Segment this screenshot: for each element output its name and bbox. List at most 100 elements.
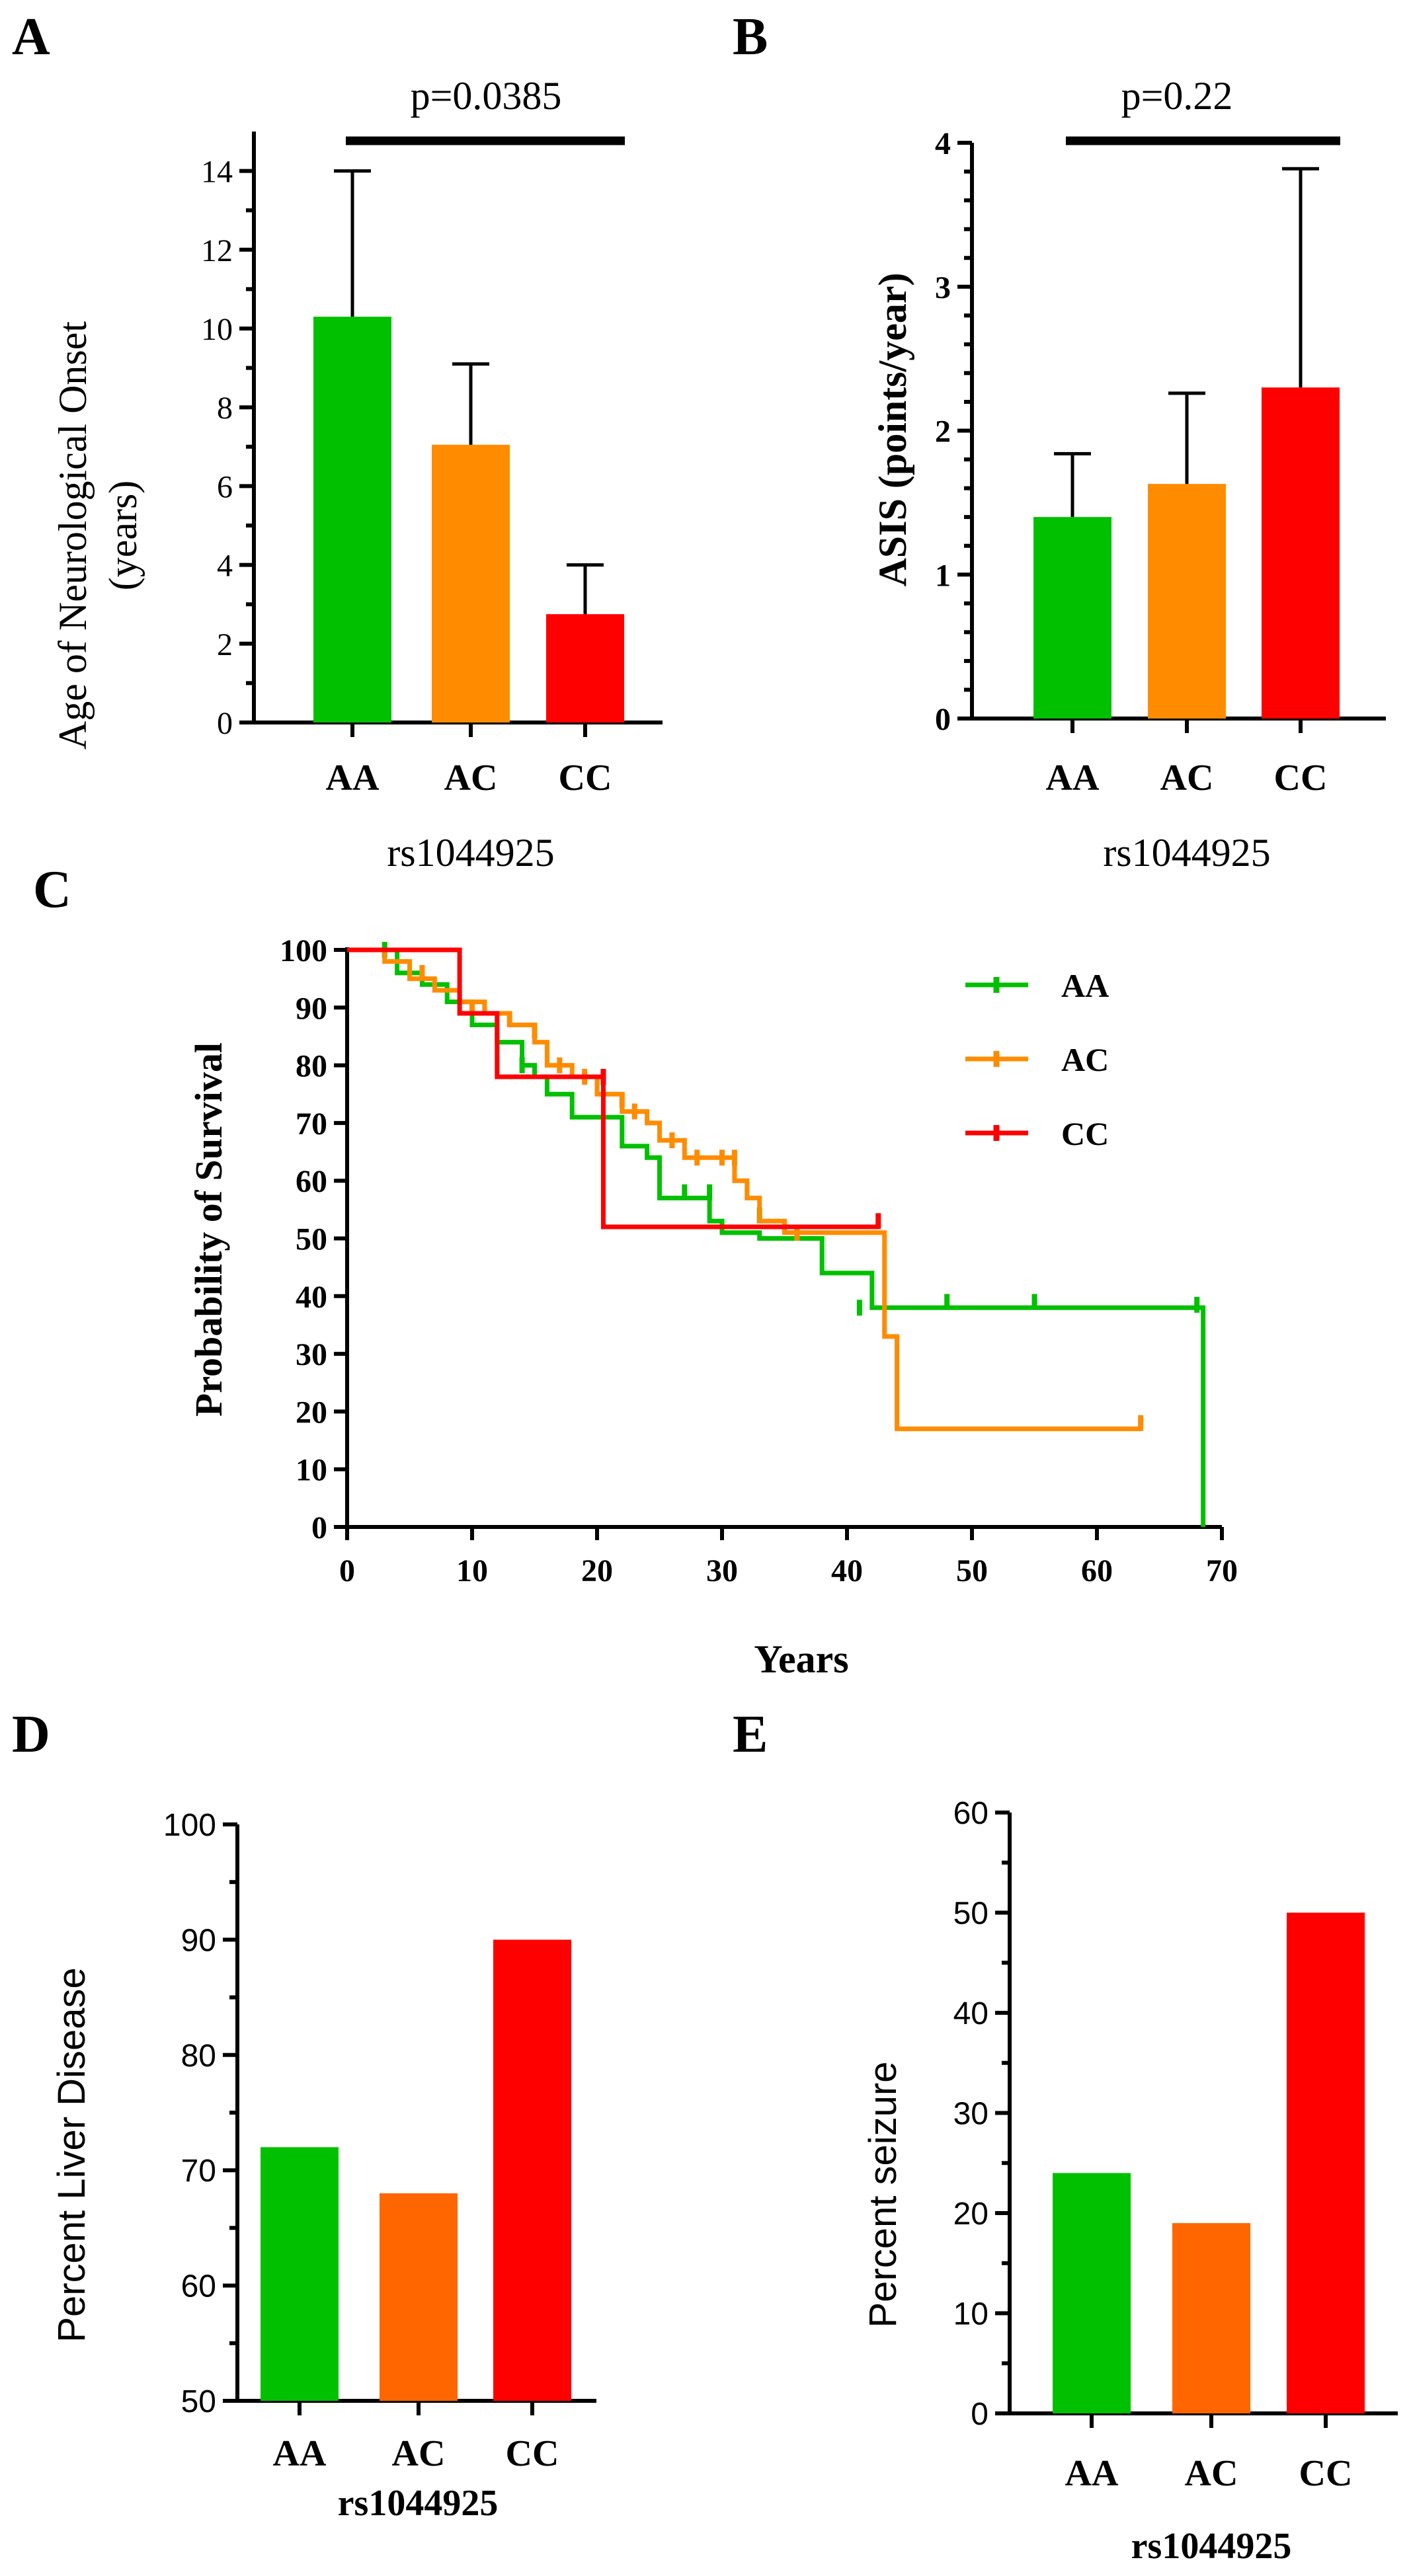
- panel-c-ytick-label: 40: [296, 1280, 327, 1315]
- panel-c-xtick-label: 60: [1081, 1553, 1113, 1588]
- panel-a-xtick-label-ac: AC: [444, 758, 498, 799]
- panel-a-ytick-label: 2: [217, 627, 233, 662]
- panel-c-ytick-label: 90: [296, 991, 327, 1026]
- panel-b-ytick-label: 3: [935, 270, 951, 305]
- panel-e-ytick-label: 0: [971, 2397, 988, 2432]
- panel-e-bar-aa: [1053, 2173, 1131, 2413]
- panel-c-xtick-label: 20: [581, 1553, 613, 1588]
- panel-c-ytick-label: 60: [296, 1164, 327, 1199]
- panel-d-xtick-label-ac: AC: [392, 2433, 446, 2474]
- panel-c-xtick-label: 50: [956, 1553, 988, 1588]
- panel-e-ylabel: Percent seizure: [862, 2062, 905, 2328]
- panel-letter-a: A: [12, 8, 50, 66]
- panel-d-ytick-label: 90: [181, 1923, 216, 1958]
- panel-c-xtick-label: 70: [1206, 1553, 1238, 1588]
- panel-c-ytick-label: 70: [296, 1107, 327, 1142]
- panel-b-ytick-label: 4: [935, 126, 951, 161]
- panel-b-p-value: p=0.22: [1121, 74, 1233, 118]
- panel-d-chart: 50 60 70 80 90 100 AA AC CC Percent Liver Diseas…: [50, 1808, 596, 2524]
- panel-a-p-value: p=0.0385: [411, 74, 562, 118]
- panel-d-xtick-label-cc: CC: [506, 2433, 559, 2474]
- panel-d-ytick-label: 80: [181, 2039, 216, 2074]
- panel-a-xtick-label-cc: CC: [559, 758, 612, 799]
- panel-b-ylabel: ASIS (points/year): [871, 272, 914, 586]
- panel-e-ytick-label: 30: [953, 2097, 988, 2132]
- panel-a-xtick-label-aa: AA: [326, 758, 380, 799]
- panel-d-ytick-label: 50: [181, 2384, 216, 2419]
- panel-e-xlabel: rs1044925: [1131, 2526, 1292, 2567]
- panel-d-ytick-label: 100: [163, 1808, 216, 1843]
- panel-e-ytick-label: 40: [953, 1996, 988, 2031]
- panel-c-survival-line-cc: [347, 947, 879, 1229]
- panel-a-ylabel-line2: (years): [101, 481, 145, 591]
- panel-c-ytick-label: 20: [296, 1395, 327, 1430]
- panel-b-bar-cc: [1262, 387, 1340, 719]
- panel-d-bar-ac: [380, 2193, 458, 2401]
- panel-b-marks: 0 1 2 3 4 AA AC CC: [935, 126, 1386, 799]
- panel-letter-b: B: [733, 8, 768, 66]
- panel-d-xlabel: rs1044925: [338, 2483, 499, 2524]
- panel-a-bar-aa: [313, 317, 391, 722]
- panel-e-xtick-label-aa: AA: [1065, 2453, 1119, 2494]
- panel-e-ytick-label: 10: [953, 2297, 988, 2332]
- panel-c-xlabel: Years: [754, 1637, 848, 1681]
- panel-c-ytick-label: 50: [296, 1222, 327, 1257]
- panel-c-xtick-label: 30: [706, 1553, 738, 1588]
- panel-a-ytick-label: 8: [217, 391, 233, 426]
- panel-e-bar-cc: [1287, 1912, 1365, 2413]
- panel-c-xtick-label: 0: [339, 1553, 355, 1588]
- panel-a-bar-ac: [432, 444, 510, 722]
- panel-e-bar-ac: [1172, 2223, 1250, 2413]
- panel-a-xlabel: rs1044925: [387, 831, 554, 875]
- panel-letter-d: D: [12, 1705, 50, 1764]
- panel-b-xtick-label-aa: AA: [1046, 758, 1100, 799]
- panel-c-marks: 0 10 20 30 40 50 60 70 80 90 100 0 10 20 30 40 50 60 70 AA A…: [280, 933, 1238, 1588]
- panel-a-ytick-label: 6: [217, 469, 233, 504]
- panel-c-ytick-label: 10: [296, 1453, 327, 1488]
- panel-c-chart: 0 10 20 30 40 50 60 70 80 90 100 0 10 20 30 40 50 60 70 AA A…: [187, 933, 1238, 1681]
- panel-b-xlabel: rs1044925: [1103, 831, 1270, 875]
- panel-d-bar-aa: [261, 2147, 339, 2401]
- panel-c-survival-line-ac: [347, 947, 1141, 1432]
- panel-a-ytick-label: 10: [201, 312, 233, 347]
- panel-d-marks: 50 60 70 80 90 100 AA AC CC: [163, 1808, 596, 2474]
- panel-c-ytick-label: 30: [296, 1337, 327, 1372]
- panel-c-legend-label-cc: CC: [1061, 1115, 1109, 1152]
- panel-d-xtick-label-aa: AA: [273, 2433, 327, 2474]
- panel-c-xtick-label: 10: [456, 1553, 488, 1588]
- panel-e-ytick-label: 20: [953, 2197, 988, 2232]
- panel-b-bar-aa: [1033, 517, 1111, 719]
- panel-b-bar-ac: [1148, 484, 1226, 719]
- panel-a-bar-cc: [546, 614, 624, 722]
- panel-c-survival-line-aa: [347, 947, 1206, 1527]
- panel-b-ytick-label: 1: [935, 558, 951, 593]
- panel-e-ytick-label: 50: [953, 1896, 988, 1932]
- panel-a-chart: 0 2 4 6 8 10 12 14 AA AC CC Age of Neurological On…: [51, 74, 663, 875]
- panel-c-legend-label-ac: AC: [1061, 1041, 1109, 1078]
- panel-c-legend-label-aa: AA: [1061, 967, 1109, 1004]
- panel-a-ytick-label: 0: [217, 706, 233, 741]
- panel-c-ytick-label: 80: [296, 1049, 327, 1084]
- panel-e-xtick-label-ac: AC: [1185, 2453, 1238, 2494]
- panel-d-ytick-label: 70: [181, 2154, 216, 2189]
- panel-a-ytick-label: 4: [217, 549, 233, 584]
- panel-b-ytick-label: 0: [935, 702, 951, 737]
- panel-b-chart: 0 1 2 3 4 AA AC CC ASIS (points/year) rs1044925…: [871, 74, 1386, 875]
- panel-c-xtick-label: 40: [831, 1553, 863, 1588]
- panel-d-ylabel: Percent Liver Disease: [50, 1967, 93, 2342]
- panel-letter-e: E: [733, 1705, 768, 1764]
- panel-b-xtick-label-ac: AC: [1160, 758, 1214, 799]
- panel-c-ytick-label: 100: [280, 933, 327, 968]
- panel-c-ylabel: Probability of Survival: [187, 1042, 230, 1417]
- panel-d-bar-cc: [493, 1939, 571, 2401]
- panel-e-xtick-label-cc: CC: [1299, 2453, 1353, 2494]
- panel-a-ytick-label: 14: [201, 155, 233, 190]
- panel-b-xtick-label-cc: CC: [1274, 758, 1328, 799]
- panel-e-marks: 0 10 20 30 40 50 60 AA AC CC: [953, 1796, 1398, 2494]
- panel-e-ytick-label: 60: [953, 1796, 988, 1831]
- panel-a-ylabel-line1: Age of Neurological Onset: [51, 321, 95, 750]
- panel-a-ytick-label: 12: [201, 233, 233, 268]
- panel-e-chart: 0 10 20 30 40 50 60 AA AC CC Percent seizure rs10…: [862, 1796, 1398, 2567]
- panel-b-ytick-label: 2: [935, 414, 951, 449]
